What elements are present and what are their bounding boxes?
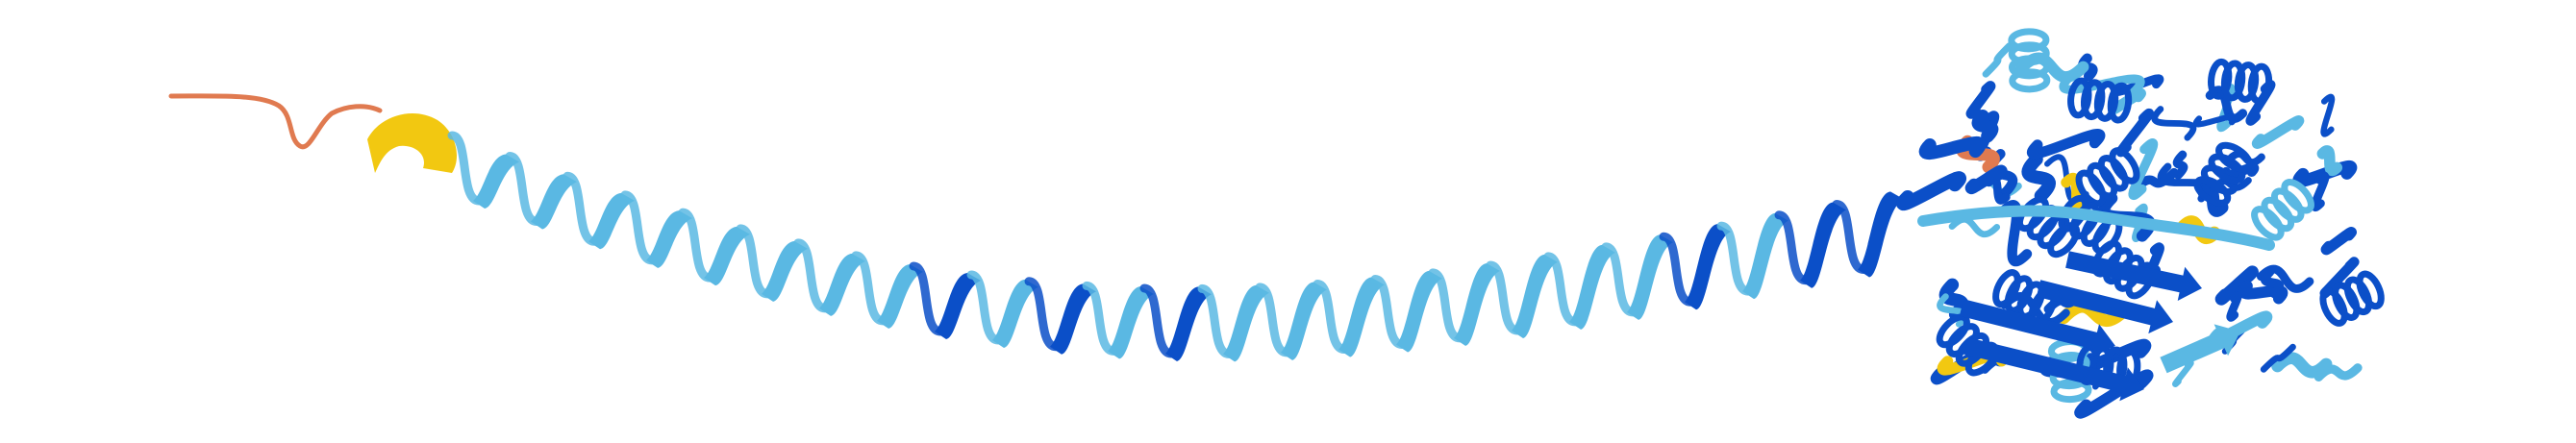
domain-loop xyxy=(1925,143,1980,154)
domain-loop xyxy=(2322,151,2337,171)
domain-loop xyxy=(2318,368,2358,378)
domain-loop xyxy=(2314,176,2325,208)
domain-loop xyxy=(2231,296,2238,318)
